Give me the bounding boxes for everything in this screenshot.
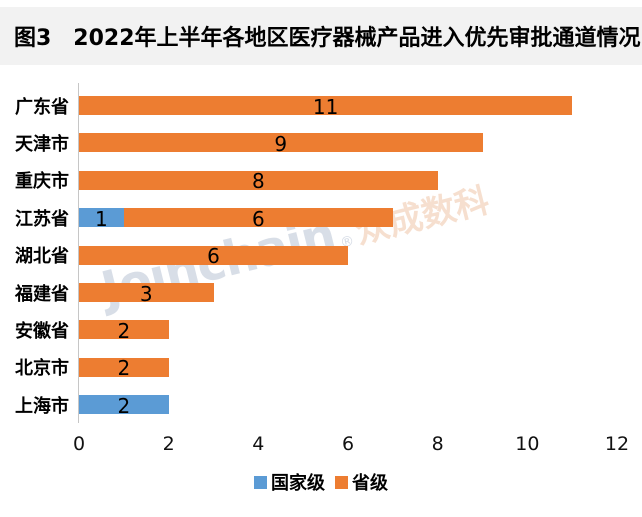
bar-value-label: 2 (117, 318, 131, 343)
bar-segment-省级 (79, 133, 483, 153)
bar-value-label: 11 (312, 94, 339, 119)
legend: 国家级 省级 (0, 469, 642, 495)
bar-segment-国家级 (79, 208, 124, 228)
x-tick-label: 12 (604, 433, 630, 455)
legend-swatch-icon (254, 475, 267, 489)
legend-label: 国家级 (271, 473, 325, 494)
bar-value-label: 6 (251, 206, 265, 231)
x-tick-label: 8 (431, 433, 444, 455)
bar-value-label: 1 (95, 206, 108, 231)
category-label: 广东省 (15, 96, 69, 118)
x-tick-label: 4 (252, 433, 265, 455)
legend-entry-国家级: 国家级 (254, 469, 325, 495)
category-label: 北京市 (15, 358, 69, 380)
bar-segment-省级 (79, 283, 214, 302)
legend-entry-省级: 省级 (335, 469, 388, 495)
bar-value-label: 9 (274, 131, 288, 156)
bar-value-label: 2 (117, 393, 131, 418)
bar-segment-省级 (123, 208, 393, 228)
x-tick-label: 2 (162, 433, 175, 455)
legend-swatch-icon (335, 475, 348, 489)
category-label: 重庆市 (15, 171, 69, 193)
category-label: 安徽省 (15, 320, 69, 342)
bar-value-label: 3 (139, 281, 153, 306)
figure-title-bar: 图3 2022年上半年各地区医疗器械产品进入优先审批通道情况 (0, 7, 642, 65)
bar-segment-省级 (79, 357, 169, 377)
category-label: 上海市 (15, 395, 69, 417)
x-tick-label: 10 (515, 433, 540, 455)
x-tick-label: 0 (72, 433, 86, 455)
bar-value-label: 8 (251, 169, 265, 194)
bar-segment-省级 (79, 245, 348, 265)
y-axis-line (78, 83, 79, 423)
figure-title: 图3 2022年上半年各地区医疗器械产品进入优先审批通道情况 (14, 26, 641, 51)
bar-value-label: 2 (117, 356, 131, 381)
category-label: 江苏省 (15, 208, 69, 230)
bar-value-label: 6 (207, 244, 220, 269)
bar-segment-省级 (79, 320, 169, 340)
category-label: 湖北省 (15, 246, 69, 268)
bar-segment-省级 (79, 96, 573, 115)
bar-segment-国家级 (79, 395, 169, 415)
category-label: 福建省 (15, 283, 69, 305)
bar-segment-省级 (79, 170, 438, 190)
x-tick-label: 6 (341, 433, 355, 455)
legend-label: 省级 (352, 473, 388, 494)
category-label: 天津市 (15, 133, 69, 155)
